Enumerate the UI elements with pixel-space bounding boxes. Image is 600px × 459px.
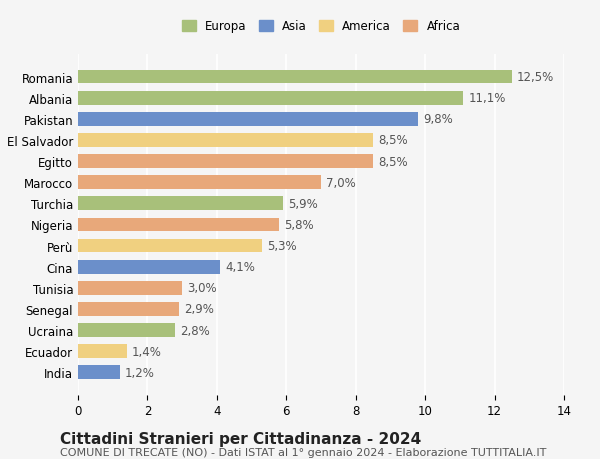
Text: Cittadini Stranieri per Cittadinanza - 2024: Cittadini Stranieri per Cittadinanza - 2… xyxy=(60,431,421,447)
Text: 5,9%: 5,9% xyxy=(288,197,318,210)
Bar xyxy=(78,176,321,190)
Bar xyxy=(78,218,280,232)
Bar xyxy=(78,366,119,379)
Bar xyxy=(78,134,373,147)
Bar xyxy=(78,324,175,337)
Text: 5,8%: 5,8% xyxy=(284,218,314,231)
Bar xyxy=(78,197,283,211)
Bar xyxy=(78,345,127,358)
Text: 12,5%: 12,5% xyxy=(517,71,554,84)
Text: 7,0%: 7,0% xyxy=(326,176,356,189)
Text: COMUNE DI TRECATE (NO) - Dati ISTAT al 1° gennaio 2024 - Elaborazione TUTTITALIA: COMUNE DI TRECATE (NO) - Dati ISTAT al 1… xyxy=(60,448,547,458)
Text: 9,8%: 9,8% xyxy=(424,113,453,126)
Legend: Europa, Asia, America, Africa: Europa, Asia, America, Africa xyxy=(178,17,464,37)
Text: 1,4%: 1,4% xyxy=(132,345,161,358)
Text: 3,0%: 3,0% xyxy=(187,282,217,295)
Bar xyxy=(78,112,418,126)
Text: 4,1%: 4,1% xyxy=(226,261,256,274)
Bar xyxy=(78,239,262,253)
Bar xyxy=(78,260,220,274)
Text: 8,5%: 8,5% xyxy=(378,155,408,168)
Bar xyxy=(78,155,373,168)
Text: 8,5%: 8,5% xyxy=(378,134,408,147)
Bar xyxy=(78,71,512,84)
Text: 2,8%: 2,8% xyxy=(181,324,210,337)
Bar xyxy=(78,281,182,295)
Text: 11,1%: 11,1% xyxy=(469,92,506,105)
Text: 2,9%: 2,9% xyxy=(184,303,214,316)
Text: 5,3%: 5,3% xyxy=(267,240,297,252)
Bar xyxy=(78,92,463,105)
Text: 1,2%: 1,2% xyxy=(125,366,155,379)
Bar xyxy=(78,302,179,316)
